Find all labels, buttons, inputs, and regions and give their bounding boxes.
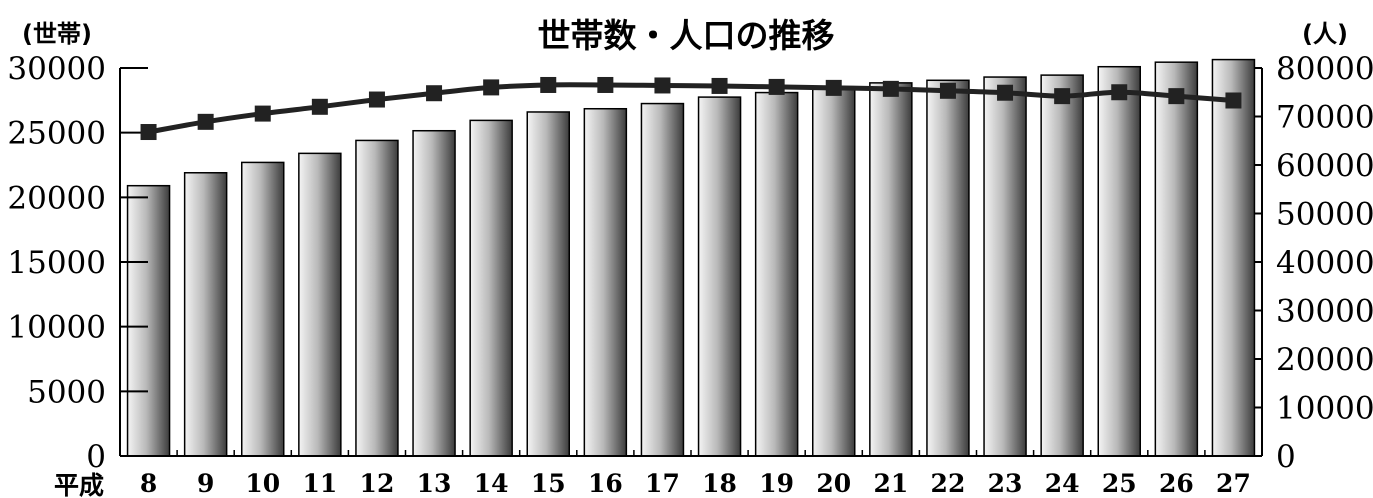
line-point-26: [1168, 88, 1185, 105]
x-tick-label: 26: [1159, 469, 1194, 498]
line-point-10: [254, 105, 271, 122]
line-point-16: [597, 76, 614, 93]
left-tick-label: 15000: [7, 245, 106, 281]
x-tick-label: 17: [645, 469, 680, 498]
x-tick-label: 8: [140, 469, 157, 498]
x-tick-label: 24: [1045, 469, 1080, 498]
x-tick-label: 15: [531, 469, 566, 498]
line-point-19: [768, 78, 785, 95]
line-series: [140, 76, 1242, 141]
line-point-13: [426, 85, 443, 102]
x-tick-label: 10: [245, 469, 280, 498]
bar-26: [1154, 61, 1199, 457]
bar-9: [183, 172, 228, 457]
bar-17: [640, 102, 685, 457]
line-point-18: [711, 77, 728, 94]
left-axis-unit: (世帯): [22, 20, 92, 48]
right-tick-label: 10000: [1276, 391, 1373, 427]
bar-23: [983, 76, 1027, 457]
bar-10: [241, 161, 285, 457]
bar-series: [126, 58, 1256, 457]
line-point-22: [939, 82, 956, 99]
bar-12: [355, 139, 399, 457]
line-point-9: [197, 113, 214, 130]
x-tick-label: 21: [873, 469, 908, 498]
line-point-15: [540, 76, 557, 93]
bar-24: [1040, 74, 1084, 457]
right-tick-label: 20000: [1276, 342, 1373, 378]
left-tick-label: 30000: [7, 51, 106, 87]
x-tick-label: 16: [588, 469, 623, 498]
bar-19: [754, 91, 799, 457]
bar-22: [926, 79, 970, 457]
right-axis-unit: (人): [1302, 20, 1348, 48]
right-tick-label: 30000: [1276, 294, 1373, 330]
bar-15: [526, 111, 570, 457]
bar-11: [298, 152, 342, 457]
bar-27: [1211, 58, 1256, 457]
right-tick-label: 80000: [1276, 51, 1373, 87]
x-axis-prefix: 平成: [54, 471, 104, 498]
x-tick-label: 25: [1102, 469, 1137, 498]
tick-labels: 0 5000 10000 15000 20000 25000 30000 0 10000 2000…: [7, 51, 1373, 498]
x-tick-label: 13: [417, 469, 452, 498]
left-tick-label: 25000: [7, 116, 106, 152]
bar-18: [697, 96, 742, 457]
left-tick-label: 10000: [7, 310, 106, 346]
x-tick-label: 27: [1216, 469, 1251, 498]
x-tick-label: 11: [302, 469, 337, 498]
line-point-20: [825, 79, 842, 96]
right-tick-label: 50000: [1276, 197, 1373, 233]
bar-16: [583, 107, 628, 457]
line-point-17: [654, 77, 671, 94]
bar-13: [412, 129, 456, 457]
x-tick-label: 19: [759, 469, 794, 498]
right-tick-label: 40000: [1276, 245, 1373, 281]
bar-21: [869, 82, 913, 457]
left-tick-label: 20000: [7, 180, 106, 216]
line-point-27: [1225, 92, 1242, 109]
bar-20: [812, 88, 856, 457]
line-point-23: [997, 84, 1014, 101]
chart-title: 世帯数・人口の推移: [538, 16, 835, 55]
left-tick-label: 0: [86, 439, 106, 475]
right-tick-label: 0: [1276, 439, 1296, 475]
line-point-21: [882, 80, 899, 97]
axes: [119, 67, 1263, 457]
x-tick-label: 23: [988, 469, 1023, 498]
x-tick-label: 20: [816, 469, 851, 498]
line-point-24: [1054, 88, 1071, 105]
x-tick-label: 9: [197, 469, 214, 498]
bar-25: [1097, 65, 1141, 457]
line-point-8: [140, 124, 157, 141]
bar-8: [126, 184, 171, 457]
right-tick-label: 60000: [1276, 148, 1373, 184]
x-tick-label: 22: [931, 469, 966, 498]
line-point-14: [483, 79, 500, 96]
line-point-25: [1111, 84, 1128, 101]
x-tick-label: 12: [360, 469, 395, 498]
left-tick-label: 5000: [27, 374, 106, 410]
line-point-11: [311, 98, 328, 115]
bar-14: [469, 119, 513, 457]
x-tick-label: 18: [702, 469, 737, 498]
right-tick-label: 70000: [1276, 100, 1373, 136]
x-tick-label: 14: [474, 469, 509, 498]
line-point-12: [368, 91, 385, 108]
